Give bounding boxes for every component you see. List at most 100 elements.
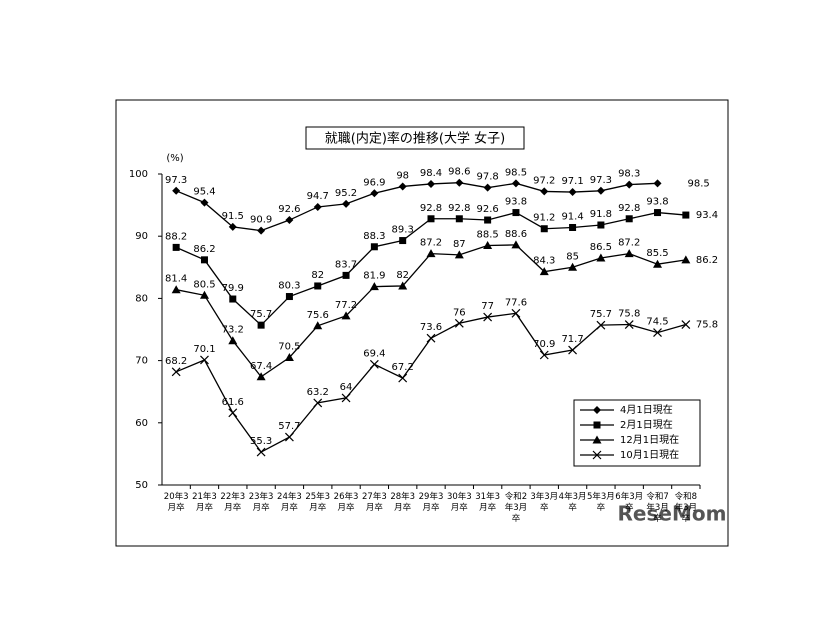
point	[426, 249, 436, 258]
value-label: 90.9	[250, 215, 272, 226]
value-label: 77	[481, 301, 494, 312]
point	[653, 328, 662, 338]
value-label: 86.2	[193, 244, 215, 255]
point	[681, 255, 691, 264]
point	[370, 243, 378, 251]
x-tick-label: 21年3 月卒	[192, 491, 217, 513]
point	[172, 243, 180, 251]
value-label: 83.7	[335, 259, 357, 270]
point	[341, 311, 351, 320]
x-tick-label: 24年3 月卒	[277, 491, 302, 513]
value-label: 98.6	[448, 167, 470, 178]
point	[592, 435, 602, 444]
chart-title: 就職(内定)率の推移(大学 女子)	[325, 131, 505, 147]
value-label: 95.4	[193, 187, 215, 198]
point	[483, 241, 493, 250]
point	[228, 336, 238, 345]
x-tick-label: 令和7 年3月卒	[646, 491, 668, 524]
value-label: 70.5	[278, 341, 300, 352]
value-label: 97.8	[476, 172, 498, 183]
value-label: 61.6	[222, 397, 244, 408]
point	[200, 355, 209, 365]
value-label: 71.7	[561, 334, 583, 345]
point	[455, 178, 464, 187]
point	[285, 293, 293, 301]
value-label: 92.6	[278, 204, 300, 215]
point	[200, 198, 209, 207]
x-tick-label: 23年3 月卒	[249, 491, 274, 513]
y-tick-label: 70	[135, 356, 148, 367]
value-label: 97.3	[590, 175, 612, 186]
point	[284, 432, 294, 442]
point	[426, 333, 436, 343]
x-tick-label: 27年3 月卒	[362, 491, 387, 513]
point	[592, 450, 602, 460]
point	[398, 373, 408, 383]
point	[342, 199, 351, 208]
point	[625, 215, 633, 223]
point	[171, 367, 181, 377]
value-label: 91.8	[590, 209, 612, 220]
x-tick-label: 30年3 月卒	[447, 491, 472, 513]
point	[596, 253, 606, 262]
value-label: 98.3	[618, 169, 640, 180]
x-tick-label: 31年3 月卒	[475, 491, 500, 513]
point	[370, 189, 379, 198]
point	[257, 321, 265, 329]
point	[228, 408, 238, 418]
value-label: 75.8	[618, 309, 640, 320]
point	[540, 225, 548, 233]
y-axis-label: (%)	[166, 153, 183, 164]
legend-label: 10月1日現在	[620, 449, 679, 461]
point	[398, 281, 408, 290]
point	[369, 282, 379, 291]
point	[256, 447, 266, 457]
x-tick-label: 令和2 年3月卒	[505, 491, 527, 524]
point	[285, 216, 294, 225]
value-label: 57.7	[278, 421, 300, 432]
point	[455, 215, 463, 223]
y-tick-label: 90	[135, 231, 148, 242]
value-label: 92.8	[448, 203, 470, 214]
value-label: 79.9	[222, 283, 244, 294]
value-label: 77.2	[335, 300, 357, 311]
point	[597, 221, 605, 229]
value-label: 76	[453, 307, 466, 318]
x-tick-label: 4年3月卒	[559, 491, 587, 513]
point	[653, 259, 663, 268]
point	[682, 211, 690, 219]
point	[539, 267, 549, 276]
value-label: 93.8	[646, 197, 668, 208]
value-label: 93.4	[696, 210, 718, 221]
point	[681, 320, 691, 329]
value-label: 64	[340, 382, 353, 393]
watermark: ReseMom	[618, 502, 727, 526]
point	[398, 182, 407, 191]
value-label: 82	[311, 270, 324, 281]
point	[483, 312, 493, 322]
x-tick-label: 28年3 月卒	[390, 491, 415, 513]
point	[568, 262, 578, 271]
value-label: 89.3	[392, 225, 414, 236]
point	[427, 215, 435, 223]
y-tick-label: 50	[135, 480, 148, 491]
point	[228, 222, 237, 231]
point	[624, 249, 634, 258]
point	[427, 179, 435, 188]
value-label: 97.1	[561, 176, 583, 187]
legend-label: 12月1日現在	[620, 434, 679, 446]
point	[314, 282, 322, 290]
point	[624, 320, 634, 329]
point	[625, 180, 634, 189]
point	[653, 179, 662, 188]
point	[199, 290, 209, 299]
point	[342, 271, 350, 279]
point	[484, 216, 492, 224]
value-label: 73.6	[420, 322, 442, 333]
value-label: 63.2	[307, 387, 329, 398]
point	[369, 359, 379, 369]
x-tick-label: 3年3月卒	[530, 491, 558, 513]
point	[313, 398, 323, 408]
value-label: 67.4	[250, 361, 272, 372]
